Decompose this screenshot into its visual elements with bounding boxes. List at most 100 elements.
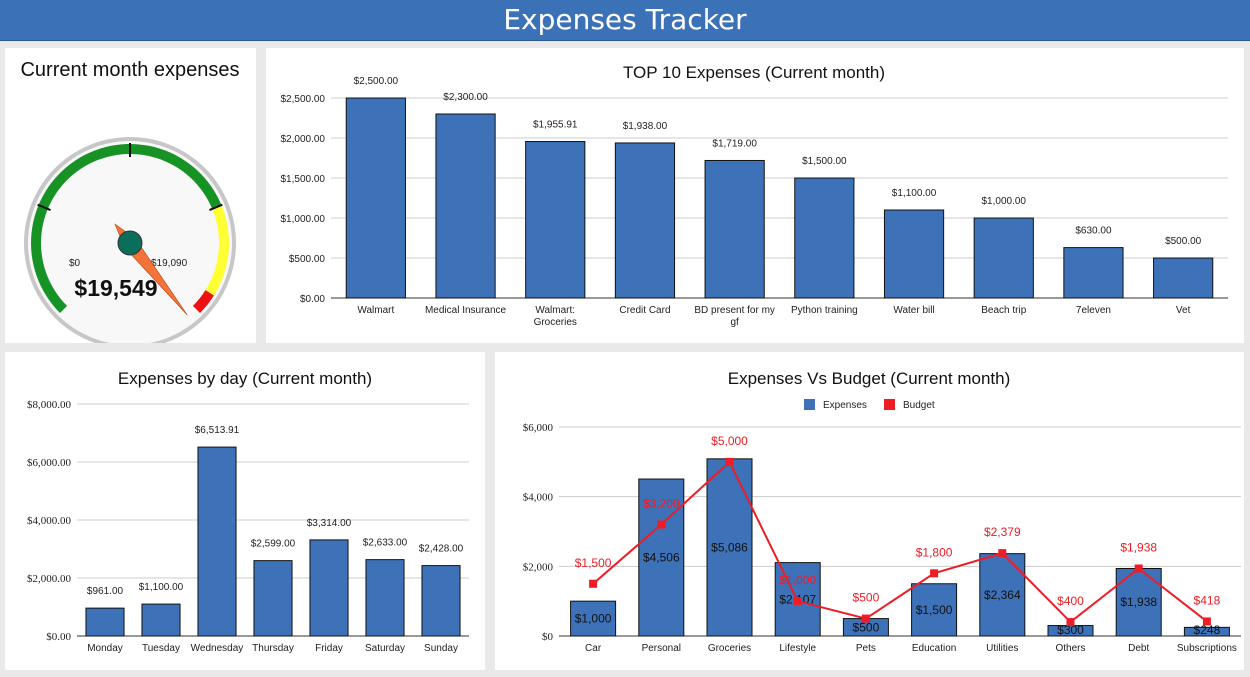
bar-value-label: $1,955.91: [533, 120, 578, 131]
gauge-max-label: $19,090: [151, 258, 188, 269]
top10-title: TOP 10 Expenses (Current month): [623, 63, 885, 82]
x-tick-label: Groceries: [534, 317, 577, 328]
legend-label-budget: Budget: [903, 400, 935, 411]
x-tick-label: Water bill: [893, 305, 934, 316]
vsbudget-title: Expenses Vs Budget (Current month): [728, 369, 1011, 388]
bar-expenses: [1183, 626, 1230, 637]
x-tick-label: Friday: [315, 643, 343, 654]
bar-expenses-label: $5,086: [711, 540, 748, 554]
budget-label: $1,500: [575, 556, 612, 570]
bar: [421, 565, 461, 637]
bar-value-label: $1,100.00: [892, 188, 937, 199]
bar-value-label: $630.00: [1075, 226, 1112, 237]
y-tick-label: $6,000: [523, 422, 554, 434]
budget-label: $1,938: [1120, 540, 1157, 554]
y-tick-label: $4,000.00: [27, 515, 72, 527]
bar-value-label: $1,000.00: [982, 196, 1027, 207]
gauge-min-label: $0: [69, 258, 81, 269]
y-tick-label: $0.00: [300, 294, 325, 305]
bar-expenses-label: $248: [1194, 623, 1221, 637]
x-tick-label: Python training: [791, 305, 858, 316]
x-tick-label: Credit Card: [619, 305, 670, 316]
x-tick-label: Subscriptions: [1177, 643, 1237, 654]
top10-chart: TOP 10 Expenses (Current month) $0.00 $50…: [281, 63, 1228, 328]
bar: [435, 113, 496, 299]
gauge-chart: Current month expenses $0 $19,090 $19,549: [20, 59, 240, 343]
gauge-band-red: [192, 290, 214, 314]
bar: [525, 141, 586, 299]
y-tick-label: $0.00: [46, 631, 71, 643]
bar: [794, 177, 855, 299]
x-tick-label: Education: [912, 643, 956, 654]
x-tick-label: Debt: [1128, 643, 1149, 654]
bar-expenses-label: $300: [1057, 623, 1084, 637]
bar-expenses: [638, 478, 685, 637]
bar-value-label: $3,314.00: [307, 518, 352, 529]
x-tick-label: 7eleven: [1076, 305, 1111, 316]
bar-expenses-label: $500: [853, 620, 880, 634]
x-tick-label: Beach trip: [981, 305, 1026, 316]
x-tick-label: Utilities: [986, 643, 1018, 654]
budget-label: $1,000: [779, 573, 816, 587]
budget-label: $3,200: [643, 497, 680, 511]
x-tick-label: Pets: [856, 643, 876, 654]
bar-value-label: $1,100.00: [139, 582, 184, 593]
y-tick-label: $500.00: [289, 254, 326, 265]
budget-label: $418: [1194, 593, 1221, 607]
bar-value-label: $1,719.00: [712, 138, 757, 149]
x-tick-label: Lifestyle: [779, 643, 816, 654]
bar-value-label: $961.00: [87, 586, 124, 597]
x-tick-label: Wednesday: [191, 643, 244, 654]
y-tick-label: $2,000: [523, 561, 554, 573]
vsbudget-panel: Expenses Vs Budget (Current month) $0 $2,…: [495, 352, 1244, 670]
bar-expenses: [570, 600, 617, 637]
budget-line: [592, 460, 1208, 624]
bar: [1153, 257, 1214, 299]
gauge-value: $19,549: [74, 275, 157, 301]
x-tick-label: Saturday: [365, 643, 405, 654]
byday-title: Expenses by day (Current month): [118, 369, 372, 388]
legend-swatch-budget: [884, 399, 895, 410]
x-tick-label: Groceries: [708, 643, 751, 654]
budget-point: [998, 549, 1007, 558]
x-tick-label: Medical Insurance: [425, 305, 507, 316]
x-tick-label: Monday: [87, 643, 123, 654]
top10-panel: TOP 10 Expenses (Current month) $0.00 $50…: [266, 48, 1244, 343]
x-tick-label: Sunday: [424, 643, 458, 654]
bar-expenses-label: $4,506: [643, 551, 680, 565]
bar: [973, 217, 1034, 299]
budget-label: $400: [1057, 594, 1084, 608]
y-tick-label: $1,500.00: [281, 174, 326, 185]
bar-value-label: $2,428.00: [419, 544, 464, 555]
bar-expenses-label: $1,000: [575, 612, 612, 626]
bar: [1063, 247, 1124, 299]
bar: [614, 142, 676, 299]
y-tick-label: $1,000.00: [281, 214, 326, 225]
budget-point: [589, 579, 598, 588]
budget-label: $5,000: [711, 434, 748, 448]
legend-label-expenses: Expenses: [823, 400, 867, 411]
bar-expenses-label: $1,500: [916, 603, 953, 617]
legend-swatch-expenses: [804, 399, 815, 410]
budget-point: [657, 520, 666, 529]
byday-panel: Expenses by day (Current month) $0.00 $2,…: [5, 352, 485, 670]
bar: [704, 159, 765, 299]
bar-value-label: $1,938.00: [623, 121, 668, 132]
budget-point: [725, 457, 734, 466]
bar-value-label: $2,300.00: [443, 92, 488, 103]
x-tick-label: Walmart:: [535, 305, 575, 316]
bar: [197, 446, 237, 637]
x-tick-label: BD present for my: [694, 305, 775, 316]
bar: [309, 539, 349, 637]
gauge-tick: [209, 203, 223, 212]
budget-point: [861, 614, 870, 623]
bar: [85, 607, 125, 637]
y-tick-label: $2,500.00: [281, 94, 326, 105]
bar-value-label: $2,599.00: [251, 539, 296, 550]
bar-value-label: $2,500.00: [354, 76, 399, 87]
x-tick-label: Tuesday: [142, 643, 180, 654]
gauge-title: Current month expenses: [20, 59, 239, 81]
x-tick-label: Car: [585, 643, 602, 654]
x-tick-label: Others: [1055, 643, 1085, 654]
x-tick-label: Thursday: [252, 643, 294, 654]
